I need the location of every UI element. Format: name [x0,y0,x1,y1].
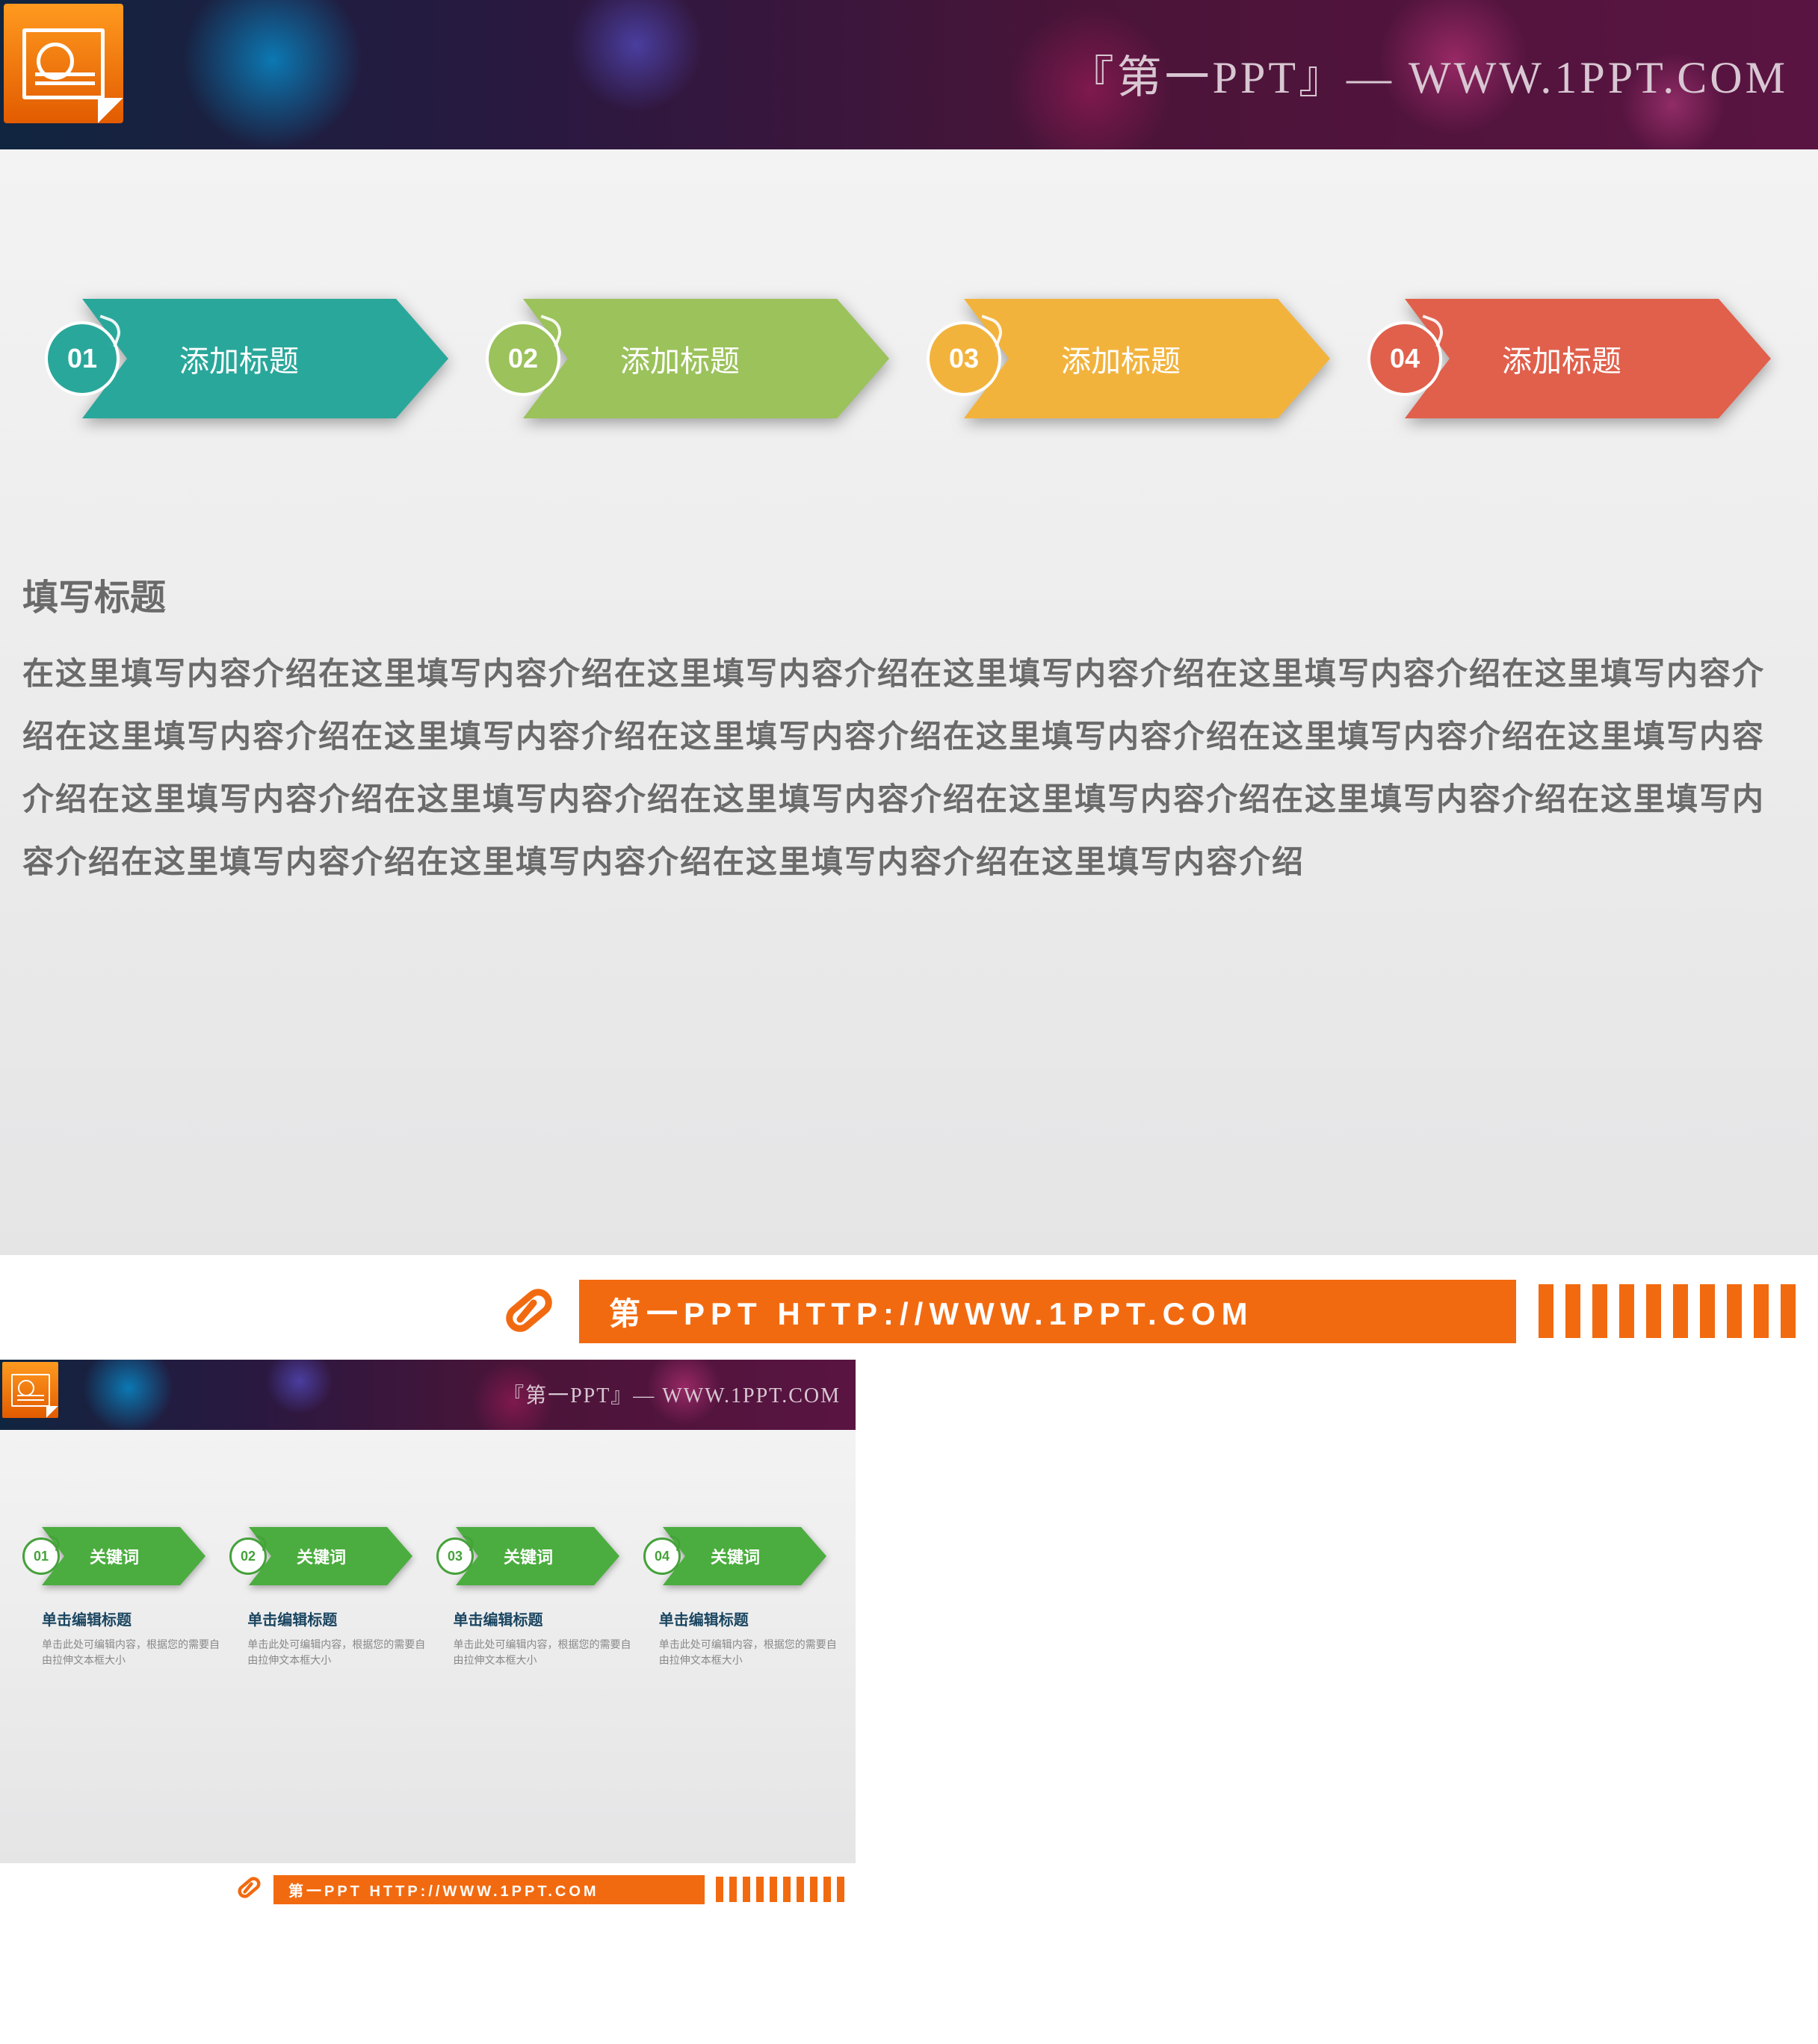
slide-1: 『第一PPT』— WWW.1PPT.COM 01 添加标题 02 添加标题 03… [0,0,1818,1360]
stripe [1673,1284,1688,1338]
stripe [716,1877,723,1902]
step-label: 关键词 [90,1527,139,1585]
step-number-badge: 03 [436,1537,474,1575]
stripe [837,1877,844,1902]
stripe [729,1877,737,1902]
detail-column-3: 单击编辑标题 单击此处可编辑内容，根据您的需要自由拉伸文本框大小 [454,1608,635,1668]
stripe [743,1877,750,1902]
step-label: 添加标题 [620,299,740,418]
footer-url-bar: 第一PPT HTTP://WWW.1PPT.COM [579,1280,1516,1343]
step-number-badge: 02 [229,1537,267,1575]
detail-row: 单击编辑标题 单击此处可编辑内容，根据您的需要自由拉伸文本框大小 单击编辑标题 … [42,1608,841,1668]
step-number-badge: 04 [1367,321,1442,396]
stripe [1754,1284,1769,1338]
footer-stripes [716,1877,844,1902]
step-number-badge: 01 [45,321,120,396]
step-number-badge: 01 [22,1537,60,1575]
process-step-2: 02 关键词 [229,1527,412,1585]
header-brand-text: 『第一PPT』— WWW.1PPT.COM [503,1379,841,1409]
step-label: 添加标题 [179,299,299,418]
detail-column-4: 单击编辑标题 单击此处可编辑内容，根据您的需要自由拉伸文本框大小 [659,1608,841,1668]
stripe [1592,1284,1607,1338]
process-step-1: 01 添加标题 [45,299,448,418]
detail-body: 单击此处可编辑内容，根据您的需要自由拉伸文本框大小 [42,1637,223,1668]
process-step-1: 01 关键词 [22,1527,205,1585]
step-label: 关键词 [711,1527,760,1585]
detail-title: 单击编辑标题 [247,1608,429,1629]
stripe [1781,1284,1796,1338]
stripe [1565,1284,1580,1338]
stripe [810,1877,817,1902]
stripe [1539,1284,1553,1338]
step-label: 关键词 [504,1527,553,1585]
pen-icon [232,1871,265,1908]
slide2-footer: 第一PPT HTTP://WWW.1PPT.COM [0,1863,856,1916]
footer-stripes [1539,1284,1796,1338]
stripe [1646,1284,1661,1338]
slide1-header: 『第一PPT』— WWW.1PPT.COM [0,0,1818,149]
slide1-body: 01 添加标题 02 添加标题 03 添加标题 04 添加标题 填写标题 在这里… [0,149,1818,1255]
stripe [770,1877,777,1902]
process-arrows-row-2: 01 关键词 02 关键词 03 关键词 04 关键词 [22,1527,841,1585]
process-step-4: 04 添加标题 [1367,299,1771,418]
stripe [823,1877,831,1902]
slide2-header: 『第一PPT』— WWW.1PPT.COM [0,1360,856,1430]
process-step-3: 03 添加标题 [927,299,1330,418]
stripe [1727,1284,1742,1338]
content-title: 填写标题 [22,568,1796,620]
footer-url-bar: 第一PPT HTTP://WWW.1PPT.COM [273,1875,705,1904]
detail-column-2: 单击编辑标题 单击此处可编辑内容，根据您的需要自由拉伸文本框大小 [247,1608,429,1668]
stripe [797,1877,804,1902]
pen-icon [493,1278,560,1345]
detail-title: 单击编辑标题 [42,1608,223,1629]
powerpoint-icon [4,4,123,123]
process-step-4: 04 关键词 [643,1527,826,1585]
detail-title: 单击编辑标题 [454,1608,635,1629]
slide-2: 『第一PPT』— WWW.1PPT.COM 01 关键词 02 关键词 03 关… [0,1360,856,1916]
stripe [756,1877,764,1902]
stripe [1619,1284,1634,1338]
step-number-badge: 04 [643,1537,681,1575]
step-label: 添加标题 [1502,299,1621,418]
process-arrows-row: 01 添加标题 02 添加标题 03 添加标题 04 添加标题 [45,299,1796,418]
powerpoint-icon [2,1362,58,1418]
detail-column-1: 单击编辑标题 单击此处可编辑内容，根据您的需要自由拉伸文本框大小 [42,1608,223,1668]
slide1-footer: 第一PPT HTTP://WWW.1PPT.COM [0,1255,1818,1360]
step-number-badge: 02 [486,321,560,396]
stripe [1700,1284,1715,1338]
detail-body: 单击此处可编辑内容，根据您的需要自由拉伸文本框大小 [659,1637,841,1668]
process-step-2: 02 添加标题 [486,299,889,418]
slide2-body: 01 关键词 02 关键词 03 关键词 04 关键词 单击编辑标题 单击此处可… [0,1430,856,1863]
detail-body: 单击此处可编辑内容，根据您的需要自由拉伸文本框大小 [247,1637,429,1668]
detail-title: 单击编辑标题 [659,1608,841,1629]
process-step-3: 03 关键词 [436,1527,619,1585]
stripe [783,1877,791,1902]
step-number-badge: 03 [927,321,1001,396]
step-label: 关键词 [297,1527,346,1585]
content-body: 在这里填写内容介绍在这里填写内容介绍在这里填写内容介绍在这里填写内容介绍在这里填… [22,642,1796,894]
header-brand-text: 『第一PPT』— WWW.1PPT.COM [1069,41,1788,106]
step-label: 添加标题 [1061,299,1181,418]
detail-body: 单击此处可编辑内容，根据您的需要自由拉伸文本框大小 [454,1637,635,1668]
